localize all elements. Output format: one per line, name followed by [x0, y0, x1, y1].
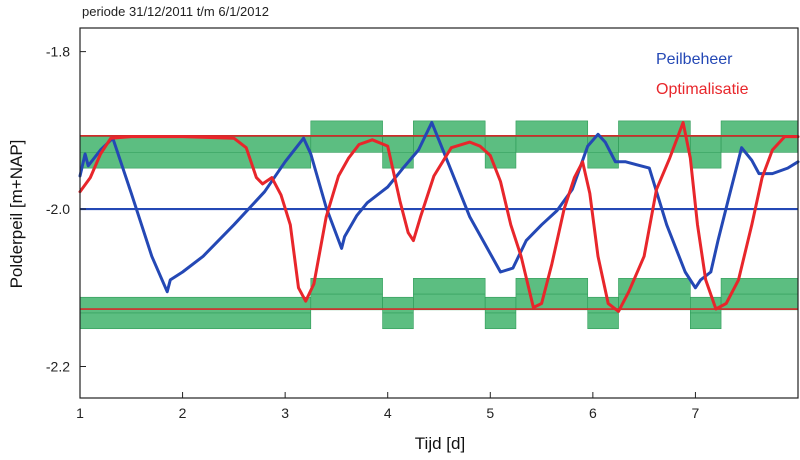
y-tick-label: -2.2	[46, 359, 70, 375]
y-tick-label: -1.8	[46, 44, 70, 60]
legend-entry-optimalisatie: Optimalisatie	[656, 81, 749, 98]
y-axis-title: Polderpeil [m+NAP]	[7, 140, 26, 289]
x-tick-label: 4	[384, 405, 392, 421]
x-tick-label: 6	[589, 405, 597, 421]
plot-frame	[79, 27, 799, 399]
series-lines	[78, 121, 800, 313]
legend-entry-peilbeheer: Peilbeheer	[656, 51, 733, 68]
x-tick-label: 1	[76, 405, 84, 421]
y-tick-label: -2.0	[46, 201, 70, 217]
series-line-optimalisatie	[78, 121, 800, 313]
y-axis-ticks: -1.8 -2.0 -2.2	[46, 44, 86, 375]
x-tick-label: 3	[281, 405, 289, 421]
chart-subtitle: periode 31/12/2011 t/m 6/1/2012	[82, 4, 269, 19]
x-tick-label: 7	[692, 405, 700, 421]
x-axis-title: Tijd [d]	[415, 434, 465, 453]
x-tick-label: 2	[179, 405, 187, 421]
legend: Peilbeheer Optimalisatie	[656, 51, 749, 98]
x-axis-ticks: 1 2 3 4 5 6 7	[76, 392, 700, 421]
x-tick-label: 5	[486, 405, 494, 421]
